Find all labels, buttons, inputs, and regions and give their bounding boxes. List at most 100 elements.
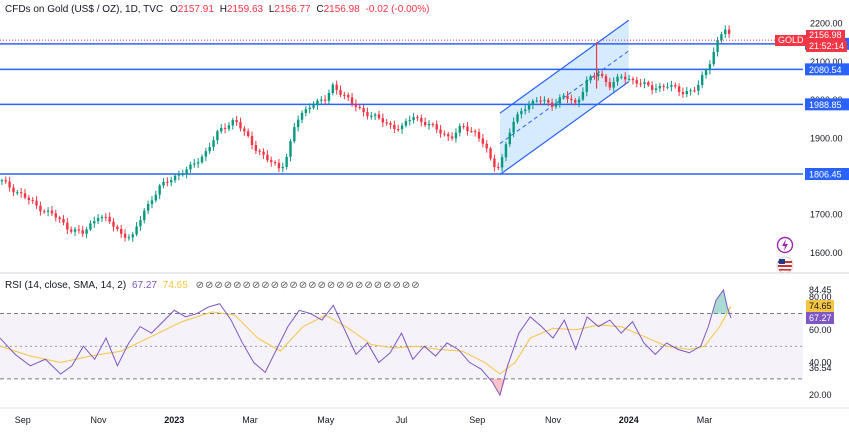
- candle: [416, 114, 419, 122]
- candle-body: [631, 78, 635, 81]
- candle-body: [608, 82, 612, 88]
- high-label: H: [219, 4, 227, 15]
- rsi-title[interactable]: RSI (14, close, SMA, 14, 2): [5, 280, 127, 291]
- candle: [289, 138, 292, 162]
- candle-body: [150, 200, 154, 204]
- candle: [447, 131, 450, 141]
- candle-body: [547, 99, 550, 103]
- candle-body: [393, 124, 396, 130]
- candle-body: [574, 100, 577, 103]
- candle: [185, 166, 188, 179]
- candle-body: [131, 234, 134, 238]
- candle-body: [385, 122, 388, 124]
- candle-body: [466, 126, 469, 132]
- candle: [193, 159, 196, 168]
- candle: [489, 146, 492, 161]
- candle-body: [262, 151, 265, 155]
- candle-body: [531, 100, 535, 105]
- candle-body: [666, 86, 669, 88]
- time-axis[interactable]: Sep Nov 2023 Mar May Jul Sep Nov 2024 Mar: [0, 407, 849, 425]
- candle: [112, 218, 115, 232]
- candle-body: [520, 111, 523, 115]
- candle: [196, 158, 200, 168]
- lightning-icon[interactable]: [776, 236, 794, 254]
- candle-body: [185, 169, 188, 175]
- candle-body: [423, 121, 427, 126]
- candle: [704, 68, 708, 79]
- candle-body: [397, 129, 400, 131]
- candle: [497, 162, 500, 171]
- candle-body: [716, 40, 719, 52]
- candle-body: [439, 129, 442, 134]
- candle: [239, 117, 242, 132]
- candle: [654, 83, 658, 93]
- candle-body: [270, 160, 273, 163]
- candle: [527, 100, 531, 113]
- price-pane[interactable]: [0, 0, 803, 270]
- candle-body: [523, 109, 527, 112]
- candle-body: [674, 85, 677, 87]
- candle: [412, 112, 415, 124]
- candle: [123, 229, 127, 242]
- candle-body: [470, 131, 473, 133]
- horizontal-levels[interactable]: [0, 43, 803, 175]
- channel-lower-line[interactable]: [499, 81, 630, 176]
- time-axis-tick-label: Mar: [697, 415, 713, 425]
- candle: [143, 208, 146, 224]
- low-label: L: [268, 4, 275, 15]
- time-axis-tick-label: 2023: [164, 415, 184, 425]
- candle: [708, 60, 712, 75]
- channel-upper-line[interactable]: [499, 19, 630, 114]
- price-axis[interactable]: 1600.001700.001800.001900.002000.002100.…: [805, 19, 849, 258]
- candle: [666, 82, 669, 90]
- candle-body: [66, 222, 69, 230]
- candle: [281, 162, 284, 173]
- us-flag-icon[interactable]: [776, 256, 794, 274]
- candle-body: [204, 151, 208, 157]
- candle: [131, 231, 134, 242]
- candle: [262, 148, 265, 160]
- candle-body: [600, 73, 604, 77]
- candle: [8, 176, 11, 192]
- candle-body: [304, 109, 308, 113]
- candle-body: [566, 95, 569, 99]
- candle-body: [593, 76, 596, 78]
- candle-body: [85, 229, 88, 234]
- visibility-toggle-icon[interactable]: ⊘⊘⊘⊘⊘⊘⊘⊘⊘⊘⊘⊘⊘⊘⊘⊘⊘⊘⊘⊘⊘⊘⊘⊘: [195, 280, 421, 291]
- candle: [377, 110, 381, 121]
- candle-body: [200, 156, 204, 163]
- candle: [604, 73, 608, 87]
- rsi-pane[interactable]: [0, 288, 803, 397]
- candle: [212, 136, 215, 151]
- candle: [674, 82, 677, 89]
- candle-body: [93, 221, 96, 224]
- symbol-title[interactable]: CFDs on Gold (US$ / OZ), 1D, TVC: [5, 4, 164, 15]
- time-axis-tick-label: Nov: [545, 415, 562, 425]
- high-value: 2159.63: [226, 4, 264, 15]
- candle: [339, 85, 342, 98]
- candle-body: [516, 114, 519, 122]
- candle-body: [558, 97, 562, 104]
- candle: [458, 123, 461, 137]
- rsi-value-tag: [806, 312, 834, 325]
- candle-body: [293, 127, 296, 142]
- candle-body: [277, 162, 281, 169]
- candle-body: [16, 192, 19, 194]
- candle-body: [308, 107, 311, 110]
- candle: [116, 224, 119, 232]
- candle: [516, 111, 519, 124]
- candle: [246, 128, 250, 138]
- candle-body: [146, 203, 150, 211]
- candle: [293, 122, 296, 144]
- candle-body: [223, 127, 227, 129]
- candle-body: [327, 93, 331, 101]
- candle-body: [431, 123, 435, 125]
- time-axis-tick-label: Nov: [90, 415, 107, 425]
- candle-body: [677, 86, 681, 92]
- candle-body: [77, 229, 81, 231]
- candle-body: [189, 164, 192, 170]
- candle: [81, 225, 84, 238]
- candle: [277, 158, 281, 173]
- candle-body: [597, 73, 600, 77]
